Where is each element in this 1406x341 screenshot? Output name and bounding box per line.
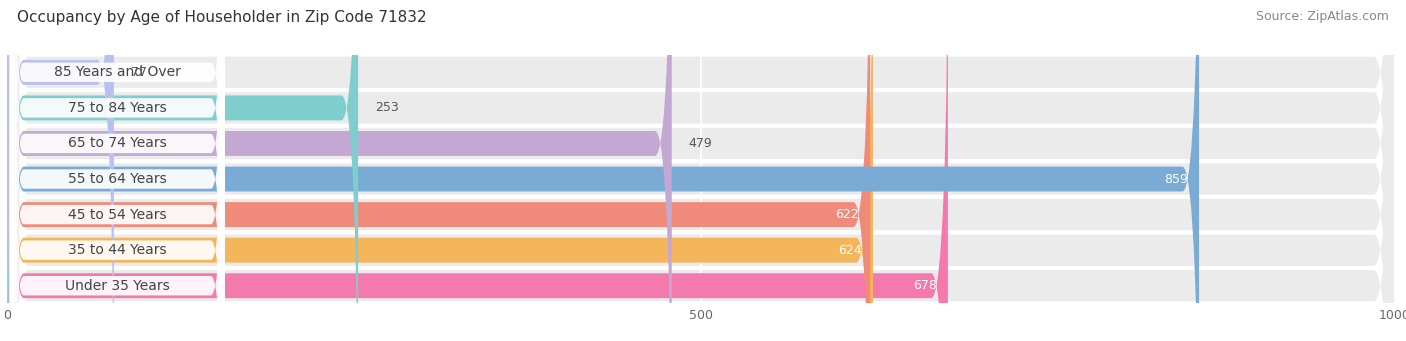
Text: 55 to 64 Years: 55 to 64 Years: [67, 172, 167, 186]
Text: 859: 859: [1164, 173, 1188, 186]
FancyBboxPatch shape: [7, 0, 1395, 341]
FancyBboxPatch shape: [10, 0, 225, 341]
Text: 624: 624: [838, 244, 862, 257]
Text: 75 to 84 Years: 75 to 84 Years: [67, 101, 167, 115]
FancyBboxPatch shape: [7, 0, 1395, 341]
FancyBboxPatch shape: [10, 0, 225, 341]
FancyBboxPatch shape: [7, 0, 1395, 341]
FancyBboxPatch shape: [7, 0, 359, 341]
FancyBboxPatch shape: [7, 0, 114, 341]
FancyBboxPatch shape: [7, 0, 870, 341]
Text: Under 35 Years: Under 35 Years: [65, 279, 170, 293]
Text: 622: 622: [835, 208, 859, 221]
FancyBboxPatch shape: [7, 0, 873, 341]
Text: 479: 479: [689, 137, 713, 150]
Text: 45 to 54 Years: 45 to 54 Years: [67, 208, 167, 222]
FancyBboxPatch shape: [10, 0, 225, 341]
Text: 77: 77: [131, 66, 146, 79]
FancyBboxPatch shape: [7, 0, 1395, 341]
FancyBboxPatch shape: [10, 0, 225, 341]
FancyBboxPatch shape: [7, 0, 1395, 341]
Text: 253: 253: [375, 101, 398, 114]
Text: 35 to 44 Years: 35 to 44 Years: [67, 243, 167, 257]
Text: 678: 678: [912, 279, 936, 292]
FancyBboxPatch shape: [10, 0, 225, 341]
Text: 85 Years and Over: 85 Years and Over: [53, 65, 181, 79]
FancyBboxPatch shape: [7, 0, 1395, 341]
FancyBboxPatch shape: [7, 0, 948, 341]
FancyBboxPatch shape: [10, 0, 225, 341]
Text: 65 to 74 Years: 65 to 74 Years: [67, 136, 167, 150]
FancyBboxPatch shape: [7, 0, 672, 341]
FancyBboxPatch shape: [7, 0, 1199, 341]
FancyBboxPatch shape: [7, 0, 1395, 341]
FancyBboxPatch shape: [10, 0, 225, 341]
Text: Source: ZipAtlas.com: Source: ZipAtlas.com: [1256, 10, 1389, 23]
Text: Occupancy by Age of Householder in Zip Code 71832: Occupancy by Age of Householder in Zip C…: [17, 10, 426, 25]
